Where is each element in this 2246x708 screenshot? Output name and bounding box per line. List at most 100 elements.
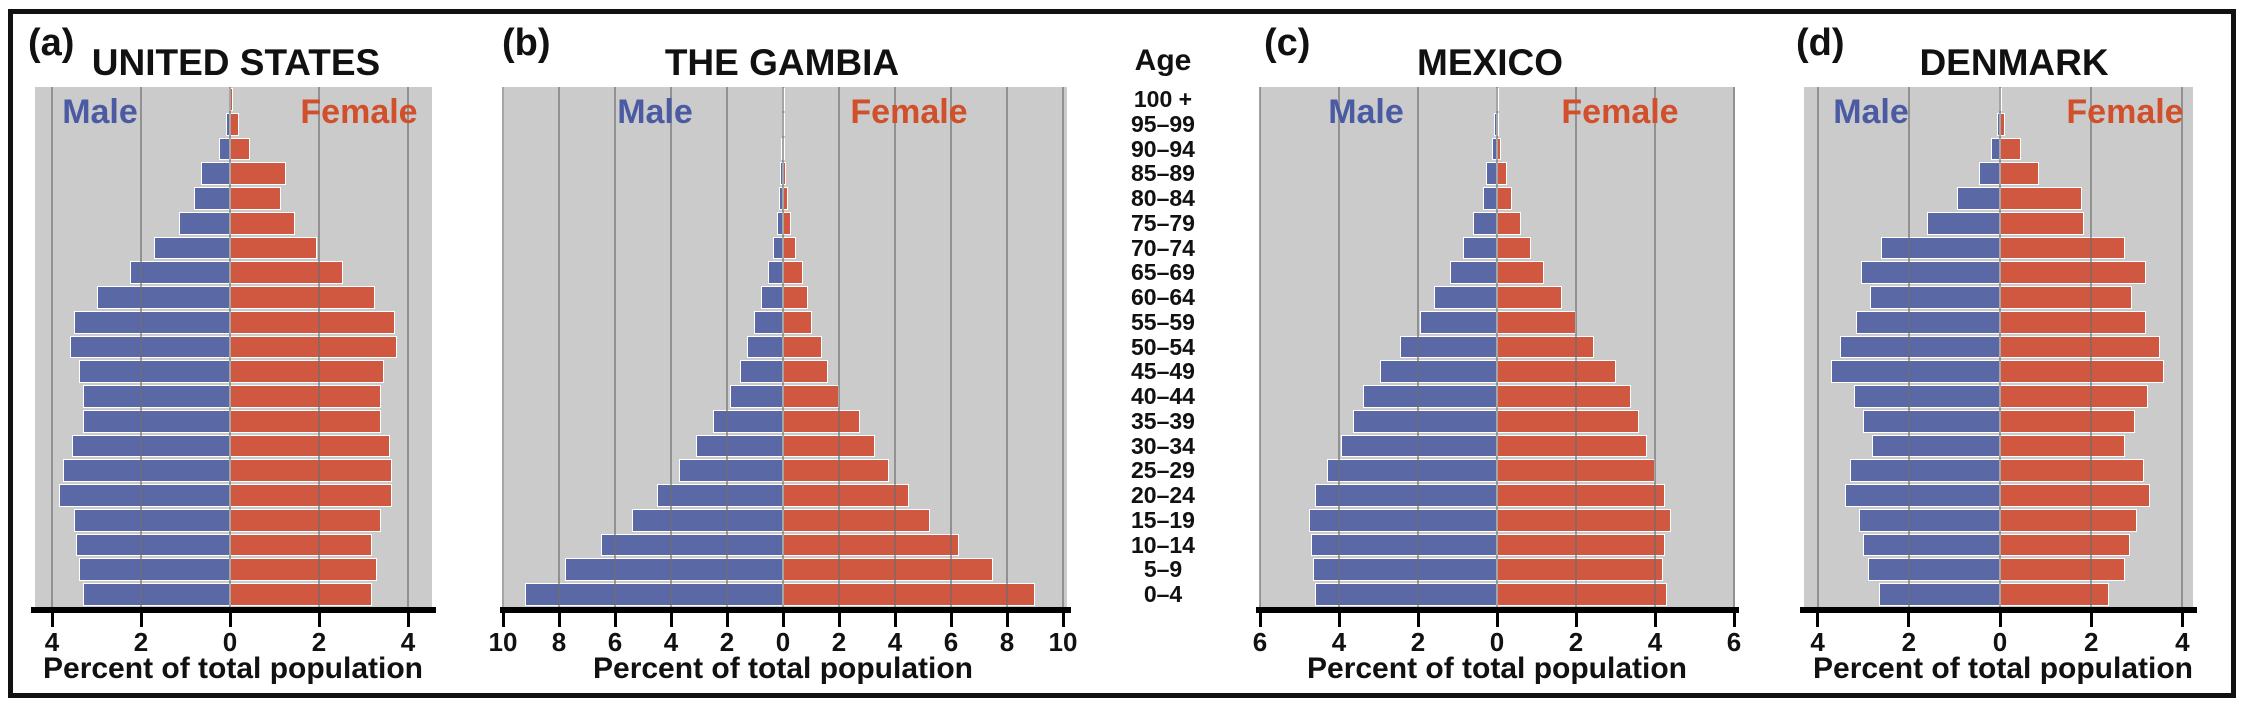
bar-male [83,583,230,606]
bar-male [601,533,783,557]
bar-male [129,261,230,285]
bar-male [746,335,783,359]
male-label-a: Male [62,93,138,131]
x-axis-tick [557,612,561,627]
gridline [2090,87,2093,607]
age-group-label: 15–19 [1131,506,1195,533]
gridline [558,87,560,607]
bar-female [230,335,397,359]
gridline [1006,87,1008,607]
bar-female [2000,286,2133,309]
bar-female [230,162,286,186]
bar-male [201,162,230,186]
bar-male [1854,385,2000,408]
male-label-d: Male [1833,93,1909,131]
bar-female [2000,137,2021,161]
gridline [1496,87,1498,607]
panel-letter-c: (c) [1264,22,1311,64]
bar-female [1497,558,1663,582]
bar-female [2000,533,2130,557]
age-group-label: 75–79 [1131,209,1195,236]
bar-female [783,385,839,408]
bar-female [2000,261,2146,285]
female-label-d: Female [2066,93,2184,131]
x-axis-tick-label: 4 [1331,627,1347,657]
bar-female [230,261,344,285]
bar-female [783,261,803,285]
female-label-b: Female [850,93,968,131]
x-axis-tick [317,612,321,627]
gridline [1062,87,1064,607]
bar-male [1863,533,2000,557]
x-axis-tick [949,612,953,627]
bar-female [230,187,282,210]
gridline [1259,87,1261,607]
bar-male [178,211,230,235]
age-group-label: 80–84 [1131,185,1195,212]
bar-female [1497,162,1508,186]
x-axis-tick-label: 6 [1726,627,1742,657]
x-axis-tick-label: 6 [943,627,959,657]
bar-male [74,310,230,334]
gridline [1907,87,1910,607]
x-axis-tick [669,612,673,627]
gridline [726,87,728,607]
x-axis-tick [613,612,617,627]
bar-male [679,459,783,483]
age-group-label: 30–34 [1131,432,1195,459]
bar-female [783,508,930,532]
bar-female [1497,286,1563,309]
bar-male [767,261,783,285]
bar-male [1315,583,1497,606]
gridline [614,87,616,607]
x-axis-tick [228,612,232,627]
age-group-label: 20–24 [1131,482,1195,509]
x-axis-tick-label: 4 [1810,627,1825,657]
bar-female [2000,211,2085,235]
gridline [502,87,504,607]
bar-female [1497,484,1665,507]
bar-male [1419,310,1497,334]
bar-female [1497,236,1531,260]
x-axis-tick [2089,612,2093,627]
x-axis-line [1800,607,2197,613]
bar-female [230,112,239,136]
gridline [1575,87,1577,607]
bar-female [783,558,993,582]
gridline [1999,87,2001,607]
bar-female [1497,310,1576,334]
x-axis-tick-label: 2 [1410,627,1426,657]
panel-title-mexico: MEXICO [1417,42,1563,83]
bar-male [78,558,230,582]
bar-female [783,533,960,557]
bar-male [154,236,230,260]
x-axis-tick-label: 2 [719,627,735,657]
x-axis-tick [501,612,505,627]
x-axis-tick [1005,612,1009,627]
gridline [1816,87,1819,607]
x-axis-tick-label: 2 [311,627,327,657]
bar-male [194,187,230,210]
bar-male [729,385,783,408]
x-axis-tick [725,612,729,627]
age-group-label: 45–49 [1131,358,1195,385]
bar-female [1497,434,1648,458]
bar-female [230,558,377,582]
bar-male [753,310,783,334]
gridline [2181,87,2184,607]
bar-male [713,409,783,433]
bar-female [2000,558,2126,582]
bar-male [69,335,230,359]
bar-female [783,484,909,507]
x-axis-tick-label: 0 [1992,627,2008,657]
gridline [894,87,896,607]
gridline [1338,87,1340,607]
bar-female [230,508,382,532]
gridline [140,87,142,607]
bar-male [1979,162,2000,186]
bar-male [1483,187,1497,210]
bar-male [72,434,230,458]
gridline [1733,87,1735,607]
x-axis-tick-label: 10 [488,627,518,657]
age-group-label: 5–9 [1143,556,1183,583]
